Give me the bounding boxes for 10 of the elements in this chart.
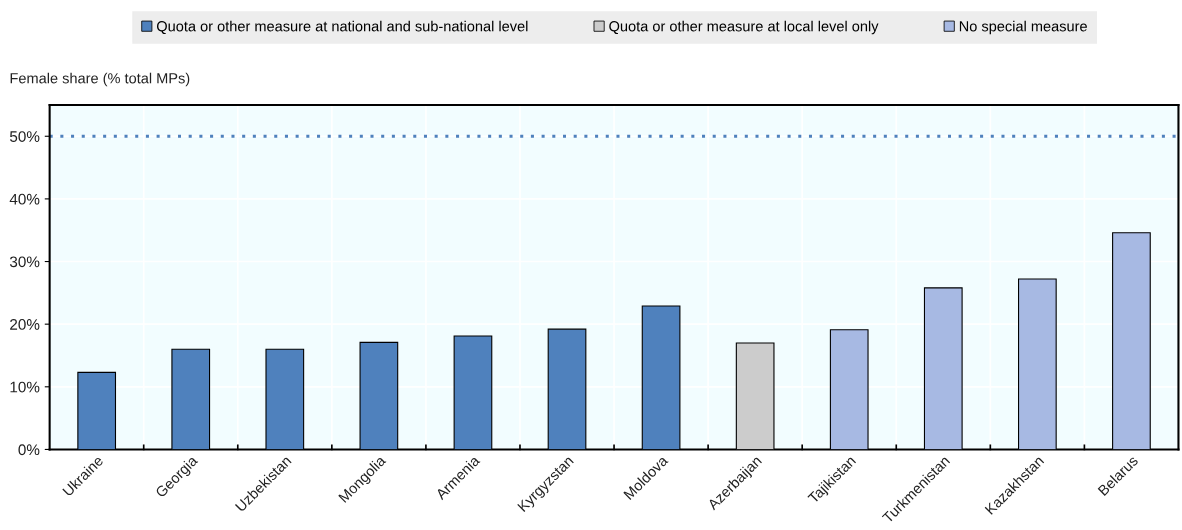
y-tick-label: 50% xyxy=(9,131,40,142)
legend-label: Quota or other measure at local level only xyxy=(609,20,879,35)
legend-label: Quota or other measure at national and sub-national level xyxy=(156,20,528,35)
y-tick-label: 20% xyxy=(10,319,40,330)
legend-label: No special measure xyxy=(959,20,1087,35)
y-axis-title: Female share (% total MPs) xyxy=(10,72,190,87)
y-tick-label: 30% xyxy=(9,256,40,268)
y-tick-label: 40% xyxy=(9,193,40,205)
y-tick-label: 0% xyxy=(18,444,40,456)
y-tick-label: 10% xyxy=(10,381,40,393)
